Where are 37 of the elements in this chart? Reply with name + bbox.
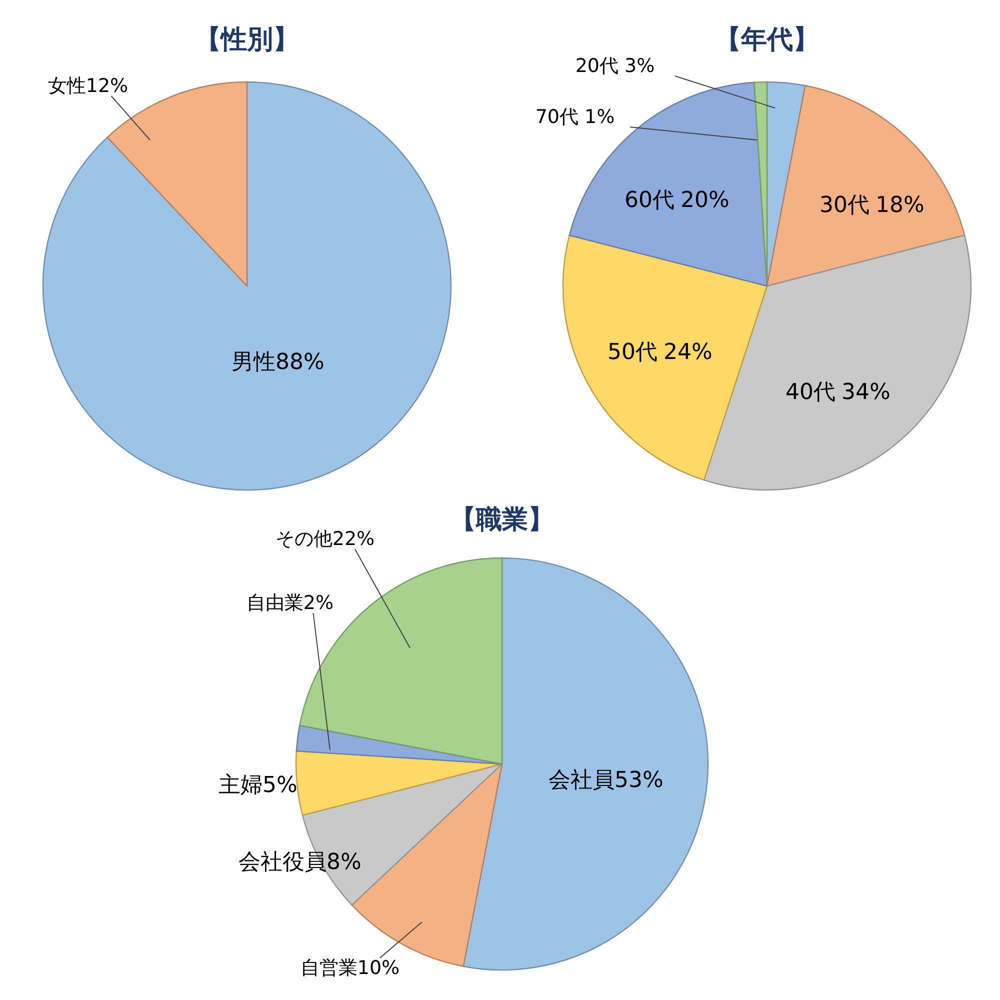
slice-label: 主婦: [218, 772, 263, 798]
slice-label: 30代: [820, 192, 870, 218]
slice-label: 20代: [575, 55, 619, 77]
pie-slice: [295, 750, 503, 816]
data-label: 1%: [584, 106, 615, 128]
data-label: 34%: [842, 380, 890, 404]
slice-label: その他: [275, 528, 332, 550]
slice-label: 会社員: [548, 768, 615, 792]
data-label: 22%: [332, 528, 375, 550]
pie-slice: [296, 724, 503, 765]
slice-label: 自由業: [246, 592, 304, 614]
slice-label: 50代: [608, 340, 658, 364]
data-label: 20%: [680, 188, 730, 212]
chart-title: 【年代】: [715, 25, 819, 55]
pie-slice: [562, 234, 768, 481]
data-label: 53%: [614, 768, 664, 792]
slice-label: 男性: [232, 350, 276, 374]
data-label: 2%: [303, 592, 334, 614]
data-label: 10%: [357, 957, 400, 979]
data-label: 88%: [276, 350, 324, 374]
pie-slice: [754, 81, 768, 287]
data-label: 8%: [326, 850, 362, 874]
data-label: 24%: [664, 340, 712, 364]
slice-label: 会社役員: [238, 850, 327, 874]
data-label: 12%: [86, 75, 128, 97]
pie-slice: [462, 557, 708, 970]
data-label: 18%: [876, 192, 924, 218]
slice-label: 70代: [535, 106, 579, 128]
data-label: 5%: [262, 772, 298, 798]
pie-slice: [766, 85, 966, 287]
slice-label: 自営業: [300, 957, 358, 979]
chart-title: 【性別】: [195, 25, 299, 55]
slice-label: 60代: [624, 188, 675, 212]
slice-label: 女性: [48, 75, 86, 97]
chart-title: 【職業】: [450, 505, 554, 535]
slice-label: 40代: [786, 380, 836, 404]
data-label: 3%: [624, 55, 655, 77]
